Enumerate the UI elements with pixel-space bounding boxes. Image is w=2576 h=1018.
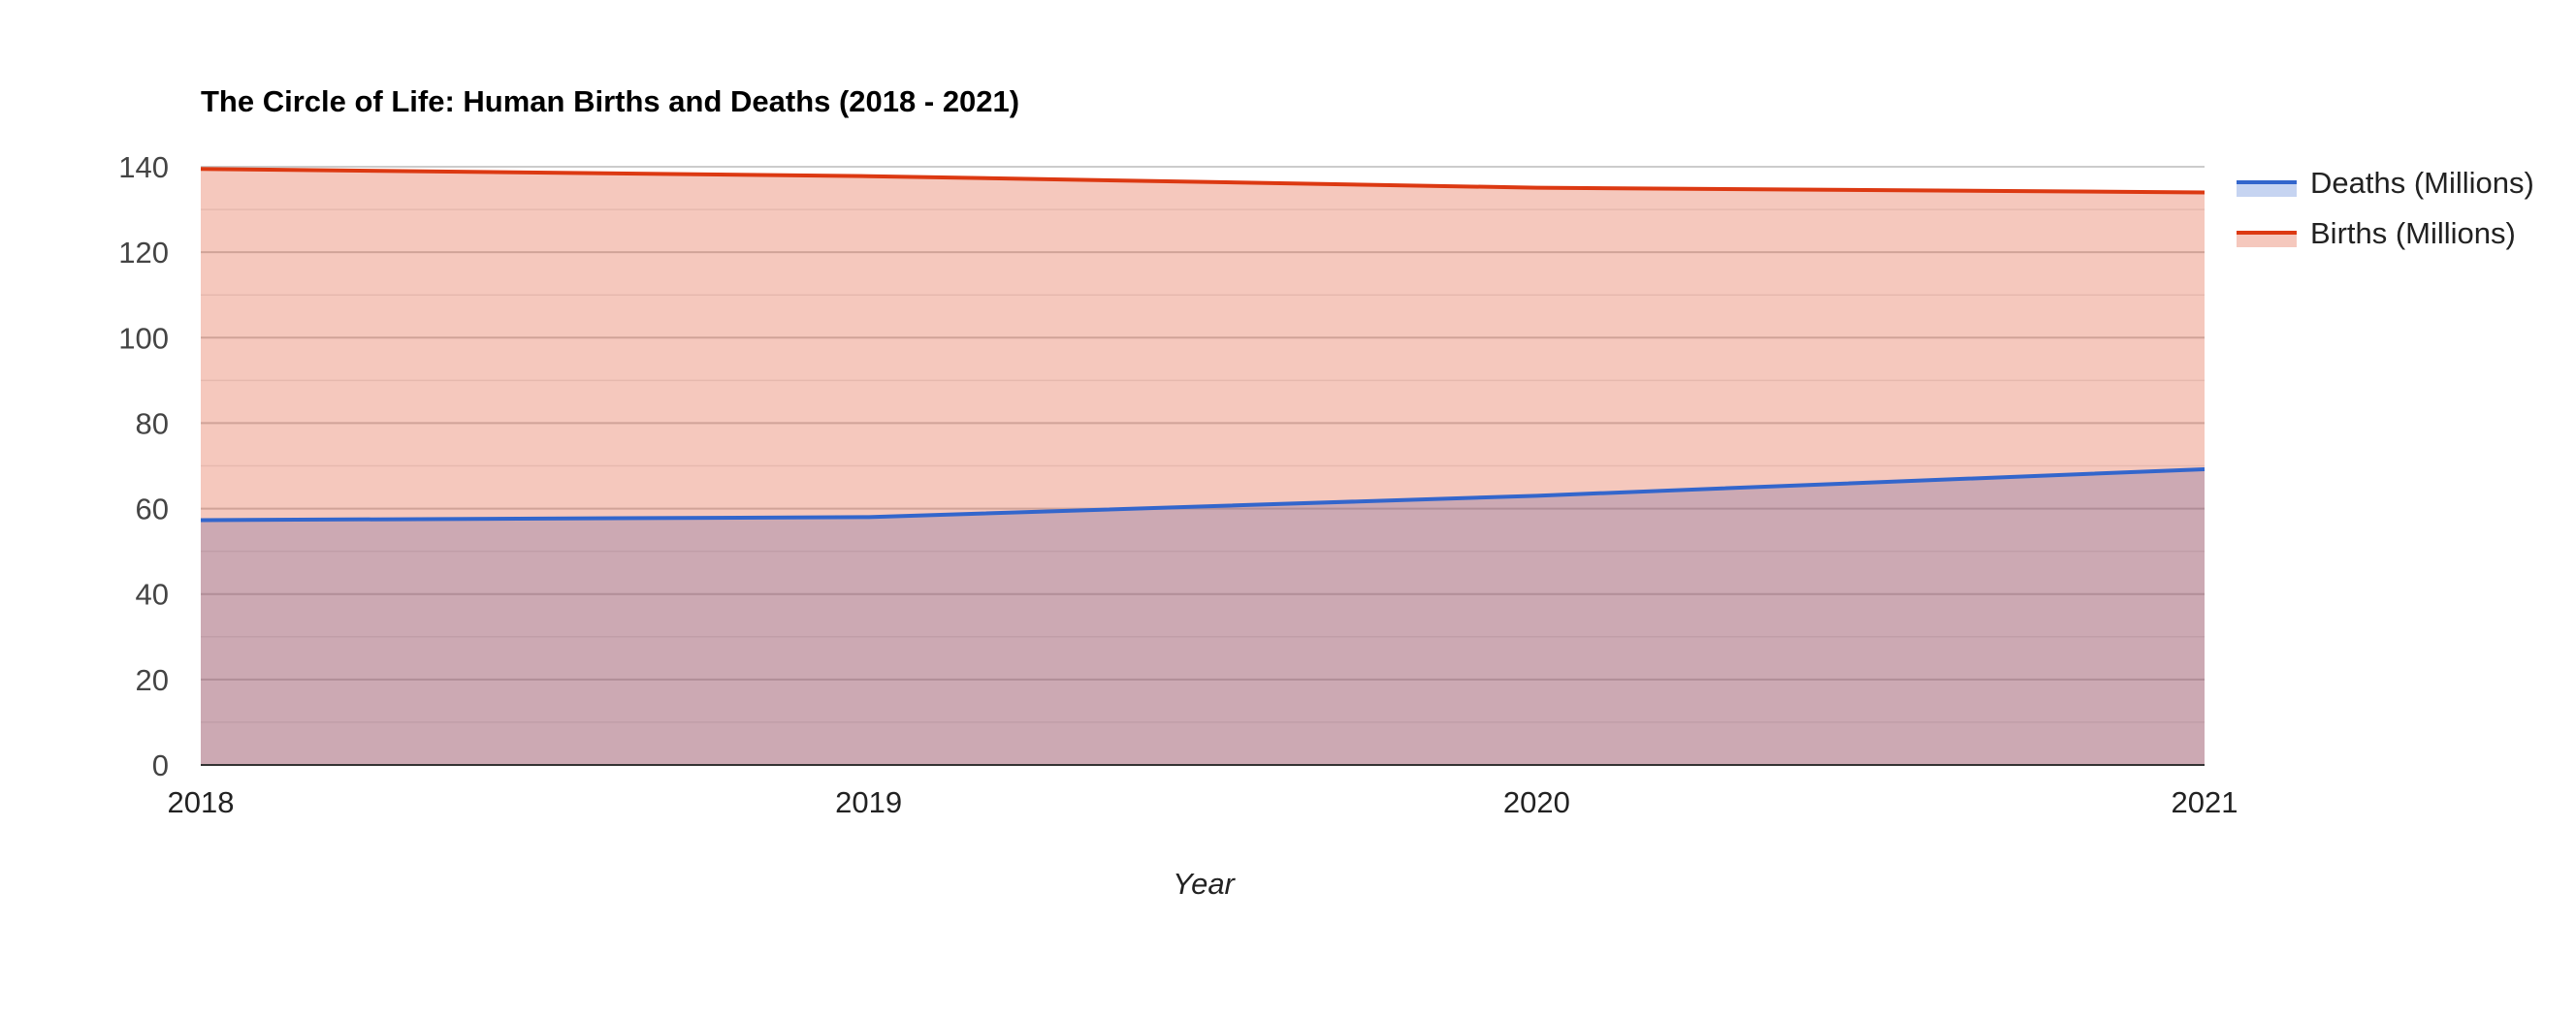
- legend-swatch: [2237, 233, 2297, 247]
- line-layer: [200, 167, 2206, 523]
- y-tick-label: 120: [118, 236, 169, 270]
- y-tick-label: 100: [118, 321, 169, 355]
- legend-label: Deaths (Millions): [2310, 166, 2534, 200]
- legend: Deaths (Millions) Births (Millions): [2237, 166, 2534, 250]
- y-tick-label: 40: [136, 578, 169, 612]
- area-deaths: [201, 469, 2205, 765]
- legend-label: Births (Millions): [2310, 216, 2516, 250]
- y-tick-label: 0: [152, 748, 169, 782]
- x-tick-label: 2018: [168, 785, 235, 819]
- area-births: [201, 169, 2205, 766]
- chart-title: The Circle of Life: Human Births and Dea…: [201, 84, 1019, 118]
- x-tick-label: 2021: [2172, 785, 2238, 819]
- series-line-births[interactable]: [200, 167, 2206, 195]
- legend-item-deaths[interactable]: Deaths (Millions): [2237, 166, 2534, 200]
- y-tick-label: 20: [136, 663, 169, 697]
- area-layer: [201, 169, 2205, 766]
- legend-item-births[interactable]: Births (Millions): [2237, 216, 2516, 250]
- x-axis-title: Year: [1173, 867, 1236, 901]
- series-line-deaths[interactable]: [200, 467, 2206, 523]
- grid-layer: [201, 166, 2205, 723]
- y-tick-label: 80: [136, 406, 169, 440]
- y-tick-label: 140: [118, 150, 169, 184]
- x-axis-ticks: 2018 2019 2020 2021: [168, 785, 2238, 819]
- y-axis-ticks: 0 20 40 60 80 100 120 140: [118, 150, 169, 782]
- x-tick-label: 2020: [1503, 785, 1570, 819]
- y-tick-label: 60: [136, 493, 169, 526]
- legend-swatch: [2237, 182, 2297, 197]
- x-tick-label: 2019: [835, 785, 902, 819]
